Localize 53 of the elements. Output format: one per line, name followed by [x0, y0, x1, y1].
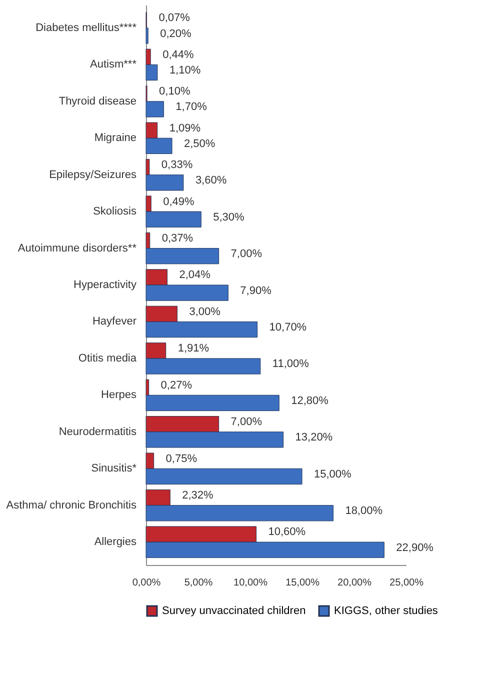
x-tick-label: 0,00%	[132, 578, 161, 588]
data-label: 0,75%	[166, 452, 198, 465]
data-label: 13,20%	[295, 432, 333, 444]
data-label: 10,70%	[269, 322, 307, 334]
y-tick-label: Asthma/ chronic Bronchitis	[6, 499, 137, 512]
y-tick-label: Sinusitis*	[91, 462, 138, 475]
data-label: 7,00%	[230, 248, 262, 260]
data-label: 0,44%	[162, 48, 194, 61]
data-label: 7,90%	[240, 284, 272, 297]
data-label: 7,00%	[230, 416, 262, 428]
x-tick-label: 5,00%	[184, 578, 213, 588]
data-label: 1,10%	[169, 64, 201, 76]
y-tick-label: Thyroid disease	[58, 95, 136, 108]
legend-label: KIGGS, other studies	[334, 605, 438, 617]
y-tick-label: Epilepsy/Seizures	[49, 168, 137, 181]
x-tick-label: 25,00%	[390, 578, 424, 588]
data-label: 0,37%	[162, 232, 194, 244]
legend-label: Survey unvaccinated children	[162, 605, 306, 617]
data-label: 3,60%	[195, 174, 227, 187]
data-label: 5,30%	[213, 211, 245, 224]
data-label: 0,10%	[159, 86, 190, 98]
data-label: 1,91%	[178, 342, 210, 355]
y-tick-label: Otitis media	[78, 352, 138, 364]
data-label: 0,27%	[160, 379, 192, 392]
data-label: 15,00%	[314, 468, 352, 480]
data-label: 2,32%	[182, 490, 214, 502]
data-label: 1,70%	[176, 101, 208, 114]
data-label: 11,00%	[272, 358, 310, 370]
y-tick-label: Skoliosis	[93, 206, 137, 218]
data-label: 0,49%	[163, 196, 195, 208]
data-label: 2,04%	[179, 269, 211, 282]
data-label: 0,07%	[158, 12, 190, 24]
y-tick-label: Migraine	[94, 132, 136, 144]
x-tick-label: 10,00%	[234, 578, 268, 588]
data-label: 18,00%	[345, 505, 383, 518]
y-tick-label: Hayfever	[92, 316, 137, 328]
y-tick-label: Hyperactivity	[74, 279, 137, 291]
data-label: 2,50%	[184, 138, 216, 150]
data-label: 12,80%	[291, 394, 329, 407]
data-label: 1,09%	[169, 122, 201, 134]
data-label: 0,33%	[161, 159, 193, 172]
y-tick-label: Diabetes mellitus****	[36, 22, 138, 34]
y-tick-label: Autoimmune disorders**	[18, 242, 138, 254]
y-tick-label: Neurodermatitis	[58, 426, 137, 438]
x-tick-label: 20,00%	[338, 578, 372, 588]
y-tick-label: Allergies	[94, 536, 137, 548]
x-tick-label: 15,00%	[286, 578, 320, 588]
y-tick-label: Autism***	[90, 58, 138, 71]
data-label: 0,20%	[160, 28, 192, 40]
data-label: 22,90%	[396, 542, 434, 554]
data-label: 10,60%	[268, 526, 306, 538]
data-label: 3,00%	[189, 306, 221, 318]
y-tick-label: Herpes	[101, 389, 137, 402]
